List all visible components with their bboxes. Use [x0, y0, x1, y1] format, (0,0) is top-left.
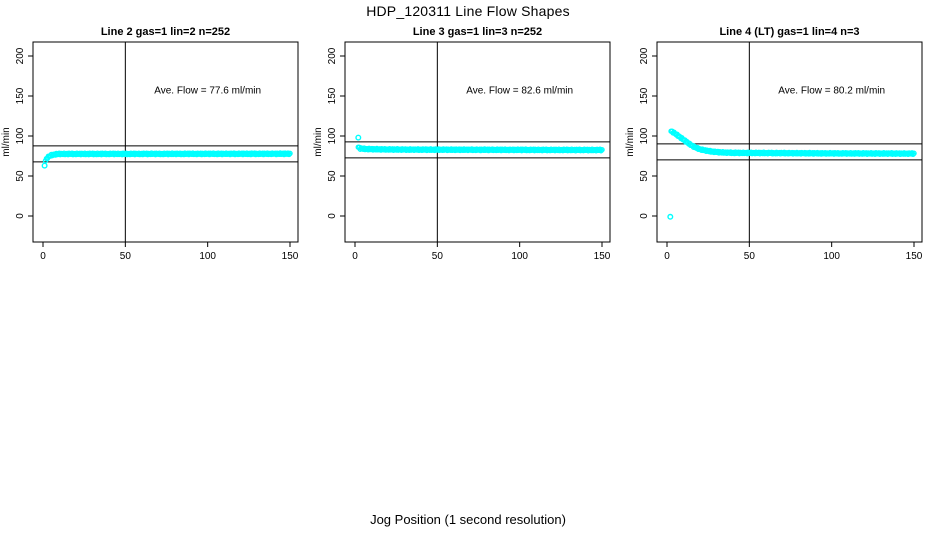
flow-point: [911, 150, 917, 157]
x-tick-label: 150: [594, 251, 611, 262]
y-tick-label: 0: [639, 213, 650, 219]
x-tick-label: 0: [40, 251, 46, 262]
y-tick-label: 100: [15, 127, 26, 144]
y-tick-label: 200: [327, 47, 338, 64]
x-tick-label: 0: [352, 251, 358, 262]
y-tick-label: 0: [15, 213, 26, 219]
flow-point: [286, 151, 292, 158]
y-tick-label: 150: [15, 87, 26, 104]
flow-point: [599, 146, 605, 153]
ave-flow-annotation: Ave. Flow = 77.6 ml/min: [154, 85, 261, 96]
y-tick-label: 150: [639, 87, 650, 104]
y-tick-label: 50: [639, 170, 650, 182]
flow-panel-line-2: Line 2 gas=1 lin=2 n=252 0 50 100 150 0 50 100 1…: [1, 26, 299, 262]
y-tick-label: 50: [327, 170, 338, 182]
flow-outlier-point: [667, 213, 674, 220]
ave-flow-annotation: Ave. Flow = 80.2 ml/min: [778, 85, 885, 96]
y-tick-label: 50: [15, 170, 26, 182]
x-tick-label: 50: [744, 251, 756, 262]
flow-data-points: [355, 134, 605, 154]
flow-outlier-point: [355, 134, 362, 141]
plot-box: [32, 41, 299, 243]
flow-point: [287, 150, 293, 157]
y-axis-label: ml/min: [625, 127, 636, 156]
x-tick-label: 150: [906, 251, 923, 262]
ave-flow-annotation: Ave. Flow = 82.6 ml/min: [466, 85, 573, 96]
y-tick-label: 100: [639, 127, 650, 144]
flow-panel-line-3: Line 3 gas=1 lin=3 n=252 0 50 100 150 0 50 100 1…: [313, 26, 611, 262]
flow-outlier-point: [41, 162, 48, 169]
x-tick-label: 100: [199, 251, 216, 262]
figure-title: HDP_120311 Line Flow Shapes: [366, 3, 570, 19]
y-tick-label: 0: [327, 213, 338, 219]
flow-data-points: [667, 128, 917, 220]
panel-title: Line 2 gas=1 lin=2 n=252: [101, 26, 230, 38]
x-tick-label: 0: [664, 251, 670, 262]
plot-box: [656, 41, 923, 243]
panel-title: Line 4 (LT) gas=1 lin=4 n=3: [719, 26, 859, 38]
x-tick-label: 100: [511, 251, 528, 262]
flow-panel-line-4: Line 4 (LT) gas=1 lin=4 n=3 0 50 100 150 0 50 1…: [625, 26, 923, 262]
x-tick-label: 50: [120, 251, 132, 262]
flow-data-points: [41, 150, 293, 169]
x-tick-label: 150: [282, 251, 299, 262]
panel-title: Line 3 gas=1 lin=3 n=252: [413, 26, 542, 38]
y-tick-label: 200: [639, 47, 650, 64]
y-axis-label: ml/min: [313, 127, 324, 156]
x-axis-label: Jog Position (1 second resolution): [370, 512, 566, 527]
flow-point: [910, 151, 916, 158]
x-tick-label: 50: [432, 251, 444, 262]
y-tick-label: 150: [327, 87, 338, 104]
y-tick-label: 100: [327, 127, 338, 144]
y-axis-label: ml/min: [1, 127, 12, 156]
flow-point: [598, 147, 604, 154]
x-tick-label: 100: [823, 251, 840, 262]
y-tick-label: 200: [15, 47, 26, 64]
